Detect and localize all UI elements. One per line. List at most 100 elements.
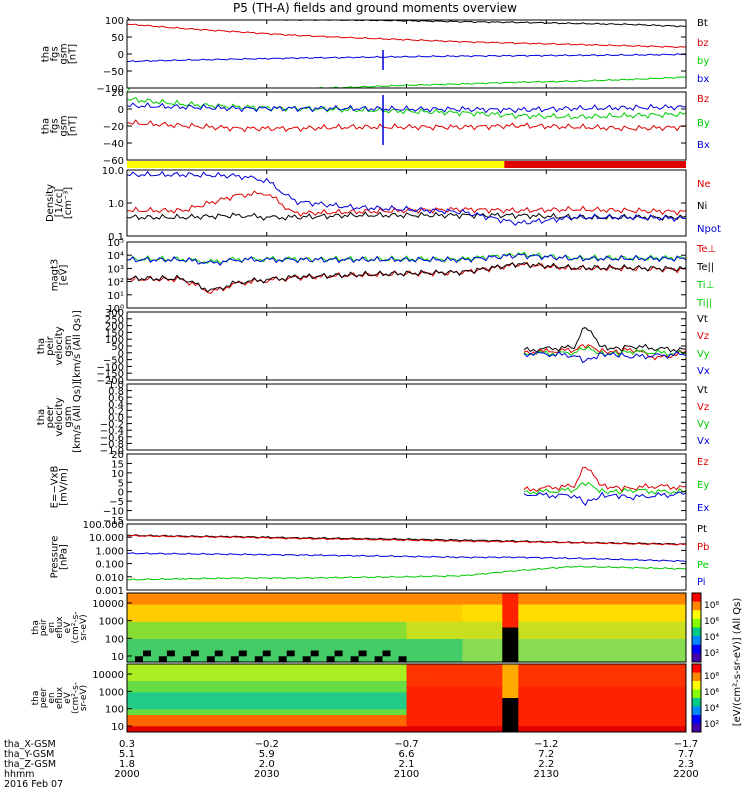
heat-cell <box>222 675 232 682</box>
heat-cell <box>135 656 144 663</box>
heat-cell <box>502 633 511 640</box>
heat-cell <box>390 726 399 733</box>
heat-cell <box>222 709 232 716</box>
heat-cell <box>542 698 551 705</box>
heat-cell <box>438 664 447 671</box>
heat-cell <box>334 686 344 693</box>
heat-cell <box>206 610 216 617</box>
heat-cell <box>382 644 391 652</box>
heat-cell <box>574 709 583 716</box>
heat-cell <box>630 593 639 600</box>
heat-cell <box>294 720 304 727</box>
heat-cell <box>574 644 583 652</box>
heat-cell <box>270 709 280 716</box>
legend-entry-Bx: Bx <box>697 140 710 151</box>
heat-cell <box>230 720 240 727</box>
heat-cell <box>270 726 280 733</box>
heat-cell <box>366 627 376 634</box>
heat-cell <box>454 627 463 634</box>
heat-cell <box>374 650 384 657</box>
heat-cell <box>406 709 415 716</box>
heat-cell <box>558 616 567 623</box>
heat-cell <box>143 639 152 646</box>
heat-cell <box>366 610 376 617</box>
heat-cell <box>566 650 575 657</box>
heat-cell <box>135 686 144 693</box>
heat-cell <box>334 644 344 652</box>
heat-cell <box>438 681 447 688</box>
heat-cell <box>206 715 216 722</box>
heat-cell <box>630 698 639 705</box>
heat-cell <box>494 650 503 657</box>
heat-cell <box>470 644 479 652</box>
heat-cell <box>318 633 328 640</box>
legend-entry-Pe: Pe <box>697 560 709 571</box>
heat-cell <box>334 669 344 676</box>
heat-cell <box>550 686 559 693</box>
y-tick-label: 100.000 <box>83 520 124 531</box>
heat-cell <box>302 627 312 634</box>
heat-cell <box>486 656 495 663</box>
heat-cell <box>286 720 296 727</box>
heat-cell <box>526 604 535 611</box>
heat-cell <box>262 616 272 623</box>
heat-cell <box>270 669 280 676</box>
heat-cell <box>158 621 168 629</box>
heat-cell <box>486 681 495 688</box>
heat-cell <box>246 715 256 722</box>
heat-cell <box>374 675 384 682</box>
heat-cell <box>286 709 296 716</box>
heat-cell <box>182 627 192 634</box>
heat-cell <box>558 621 567 629</box>
y-tick-label: 10000 <box>92 670 124 681</box>
heat-cell <box>494 726 503 733</box>
heat-cell <box>166 650 176 657</box>
heat-cell <box>510 720 519 727</box>
heat-cell <box>470 686 479 693</box>
heat-cell <box>422 616 431 623</box>
y-axis-label: tha <box>31 620 41 635</box>
heat-cell <box>143 720 152 727</box>
heat-cell <box>430 675 439 682</box>
heat-cell <box>366 726 376 733</box>
heat-cell <box>582 709 591 716</box>
heat-cell <box>214 627 224 634</box>
heat-cell <box>174 703 184 710</box>
panel-frame <box>126 241 687 309</box>
heat-cell <box>222 621 232 629</box>
heat-cell <box>414 703 423 710</box>
heat-cell <box>326 650 336 657</box>
y-tick-label: 150 <box>105 328 124 339</box>
heat-cell <box>614 604 623 611</box>
x-axis-value: −0.7 <box>394 739 418 750</box>
heat-cell <box>606 669 615 676</box>
heat-cell <box>198 703 208 710</box>
heat-cell <box>462 633 471 640</box>
heat-cell <box>182 604 192 611</box>
heat-cell <box>262 627 272 634</box>
heat-cell <box>246 650 256 657</box>
y-tick-label: 1000 <box>99 617 124 628</box>
heat-cell <box>278 692 288 699</box>
heat-cell <box>382 627 391 634</box>
heat-cell <box>654 598 663 606</box>
heat-cell <box>342 715 352 722</box>
heat-cell <box>334 593 344 600</box>
heat-cell <box>334 709 344 716</box>
heat-cell <box>310 675 320 682</box>
heat-cell <box>182 692 192 699</box>
heat-cell <box>278 675 288 682</box>
heat-cell <box>462 709 471 716</box>
heat-cell <box>166 681 176 688</box>
heat-cell <box>278 616 288 623</box>
heat-cell <box>382 698 391 705</box>
y-axis-label: en <box>47 622 57 633</box>
heat-cell <box>446 627 455 634</box>
heat-cell <box>190 621 200 629</box>
heat-cell <box>238 720 248 727</box>
heat-cell <box>558 686 567 693</box>
heat-cell <box>606 633 615 640</box>
heat-cell <box>542 639 551 646</box>
heat-cell <box>230 675 240 682</box>
heat-cell <box>390 604 399 611</box>
